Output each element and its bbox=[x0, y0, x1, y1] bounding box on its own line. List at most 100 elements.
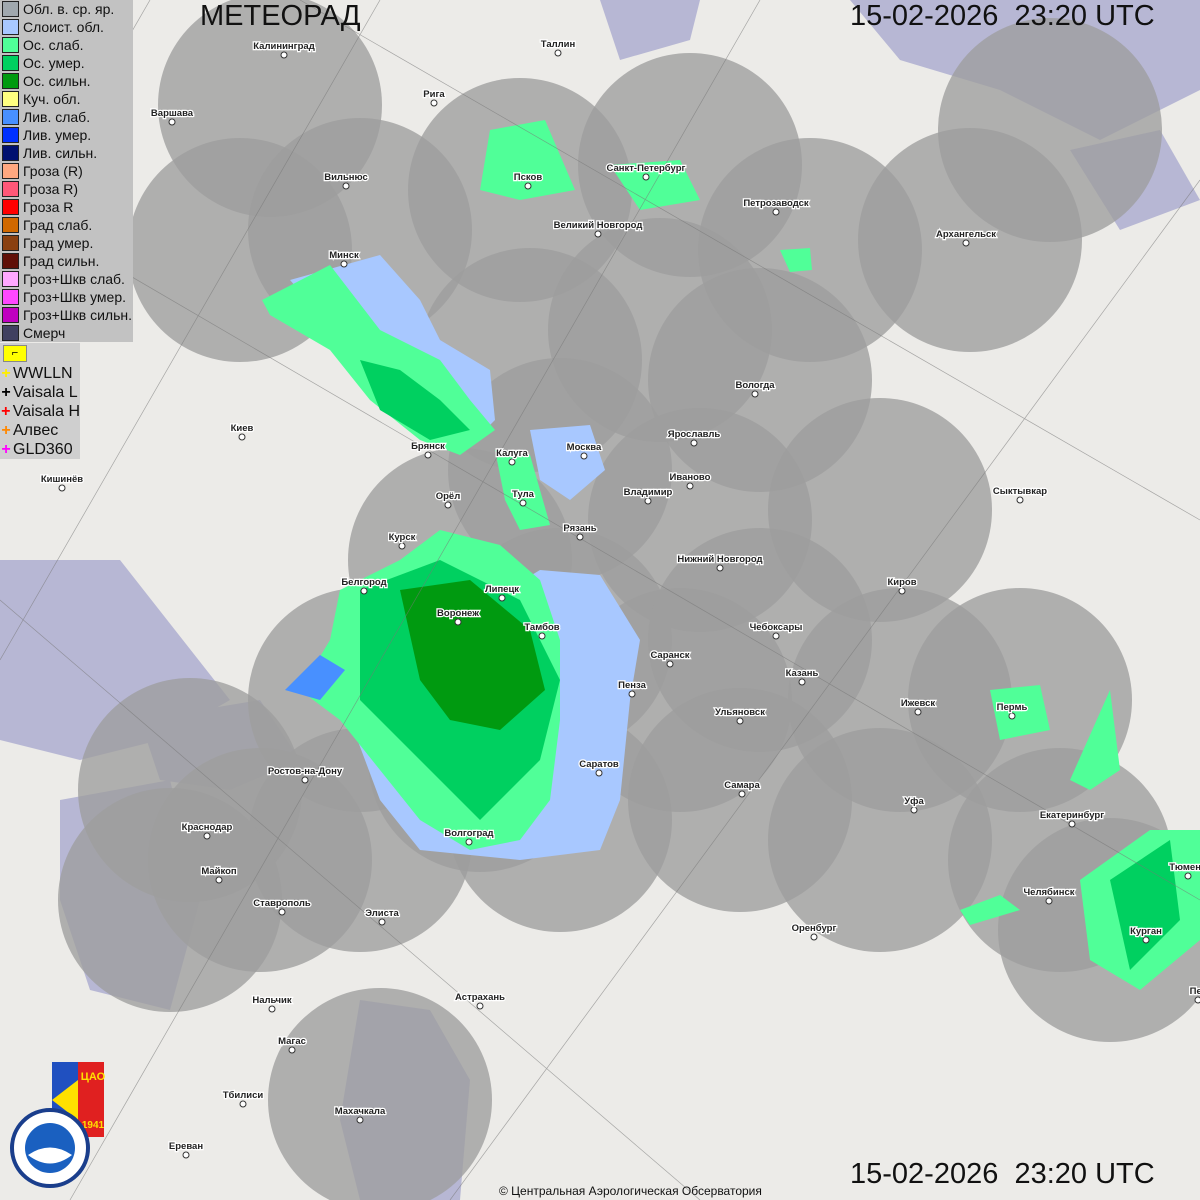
city-label: Оренбург bbox=[792, 923, 837, 934]
city-label: Саранск bbox=[650, 650, 689, 661]
city-label: Тамбов bbox=[524, 622, 559, 633]
city-marker: Калуга bbox=[495, 447, 530, 466]
city-marker: Санкт-Петербург bbox=[605, 162, 687, 181]
city-dot bbox=[576, 533, 584, 541]
city-dot bbox=[716, 564, 724, 572]
svg-text:ЦАО: ЦАО bbox=[81, 1071, 106, 1083]
legend-item: Лив. умер. bbox=[0, 126, 133, 144]
city-dot bbox=[810, 933, 818, 941]
legend-label: Гроз+Шкв слаб. bbox=[23, 271, 125, 287]
lightning-source[interactable]: + WWLLN bbox=[0, 364, 80, 383]
radar-circle bbox=[268, 988, 492, 1200]
city-label: Санкт-Петербург bbox=[607, 163, 686, 174]
city-marker: Сыктывкар bbox=[992, 485, 1049, 504]
city-label: Варшава bbox=[151, 108, 194, 119]
city-label: Уфа bbox=[904, 796, 924, 807]
city-dot bbox=[538, 632, 546, 640]
city-dot bbox=[340, 260, 348, 268]
precipitation-area bbox=[1070, 690, 1120, 790]
legend-label: Ос. умер. bbox=[23, 55, 85, 71]
lightning-source[interactable]: + GLD360 bbox=[0, 440, 80, 459]
legend-label: Ос. сильн. bbox=[23, 73, 91, 89]
legend-swatch bbox=[2, 235, 19, 251]
cross-icon: + bbox=[1, 422, 11, 439]
lightning-label: GLD360 bbox=[13, 441, 73, 458]
city-marker: Оренбург bbox=[790, 922, 838, 941]
city-label: Ульяновск bbox=[715, 707, 765, 718]
legend-item: Гроз+Шкв сильн. bbox=[0, 306, 133, 324]
city-marker: Пенза bbox=[617, 679, 648, 698]
lightning-source[interactable]: + Vaisala L bbox=[0, 383, 80, 402]
lightning-source[interactable]: + Алвес bbox=[0, 421, 80, 440]
city-label: Волгоград bbox=[444, 828, 493, 839]
copyright: © Центральная Аэрологическая Обсерватори… bbox=[499, 1184, 762, 1198]
flag-icon[interactable]: ⌐ bbox=[3, 345, 27, 362]
city-dot bbox=[342, 182, 350, 190]
legend-label: Гроз+Шкв умер. bbox=[23, 289, 127, 305]
city-label: Ростов-на-Дону bbox=[268, 766, 343, 777]
city-label: Ярославль bbox=[668, 429, 721, 440]
lightning-label: Vaisala L bbox=[13, 384, 78, 401]
city-marker: Махачкала bbox=[333, 1105, 387, 1124]
legend-swatch bbox=[2, 145, 19, 161]
city-dot bbox=[628, 690, 636, 698]
city-marker: Саратов bbox=[578, 758, 620, 777]
legend-item: Град сильн. bbox=[0, 252, 133, 270]
city-marker: Рязань bbox=[562, 522, 598, 541]
legend-swatch bbox=[2, 253, 19, 269]
city-marker: Орёл bbox=[434, 490, 462, 509]
city-dot bbox=[238, 433, 246, 441]
city-dot bbox=[268, 1005, 276, 1013]
city-marker: Пет bbox=[1188, 985, 1200, 1004]
city-dot bbox=[898, 587, 906, 595]
city-label: Астрахань bbox=[455, 992, 505, 1003]
legend-label: Гроза R) bbox=[23, 181, 79, 197]
city-marker: Ростов-на-Дону bbox=[267, 765, 344, 784]
footer-timestamp: 15-02-2026 23:20 UTC bbox=[850, 1158, 1155, 1190]
legend-swatch bbox=[2, 181, 19, 197]
roshydromet-logo bbox=[10, 1108, 90, 1188]
legend-swatch bbox=[2, 307, 19, 323]
cities: Калининград Таллин Рига Варшава Санкт-Петерб… bbox=[40, 38, 1200, 1159]
city-dot bbox=[215, 876, 223, 884]
precipitation bbox=[262, 120, 1200, 990]
city-marker: Нальчик bbox=[251, 994, 293, 1013]
city-label: Рига bbox=[423, 89, 445, 100]
legend-item: Смерч bbox=[0, 324, 133, 342]
lightning-source[interactable]: + Vaisala H bbox=[0, 402, 80, 421]
legend-swatch bbox=[2, 37, 19, 53]
city-label: Самара bbox=[724, 780, 760, 791]
city-label: Псков bbox=[514, 172, 543, 183]
radar-circle bbox=[938, 18, 1162, 242]
city-marker: Екатеринбург bbox=[1039, 809, 1105, 828]
city-dot bbox=[519, 499, 527, 507]
city-marker: Чебоксары bbox=[748, 621, 804, 640]
city-dot bbox=[1194, 996, 1200, 1004]
city-marker: Курск bbox=[387, 531, 417, 550]
city-label: Таллин bbox=[541, 39, 576, 50]
city-label: Курск bbox=[389, 532, 416, 543]
city-dot bbox=[301, 776, 309, 784]
city-label: Великий Новгород bbox=[554, 220, 643, 231]
precipitation-area bbox=[610, 160, 700, 210]
lightning-label: WWLLN bbox=[13, 365, 73, 382]
page-title: МЕТЕОРАД bbox=[200, 0, 361, 32]
city-dot bbox=[772, 208, 780, 216]
city-dot bbox=[580, 452, 588, 460]
city-dot bbox=[508, 458, 516, 466]
city-dot bbox=[690, 439, 698, 447]
legend-item: Гроз+Шкв слаб. bbox=[0, 270, 133, 288]
legend-item: Гроз+Шкв умер. bbox=[0, 288, 133, 306]
city-label: Нижний Новгород bbox=[677, 554, 762, 565]
legend-label: Обл. в. ср. яр. bbox=[23, 1, 115, 17]
city-label: Казань bbox=[786, 668, 819, 679]
city-marker: Казань bbox=[784, 667, 820, 686]
precipitation-area bbox=[990, 685, 1050, 740]
legend-item: Ос. сильн. bbox=[0, 72, 133, 90]
city-dot bbox=[594, 230, 602, 238]
city-label: Воронеж bbox=[437, 608, 479, 619]
cross-icon: + bbox=[1, 441, 11, 458]
city-marker: Тамбов bbox=[523, 621, 561, 640]
city-label: Кишинёв bbox=[41, 474, 83, 485]
